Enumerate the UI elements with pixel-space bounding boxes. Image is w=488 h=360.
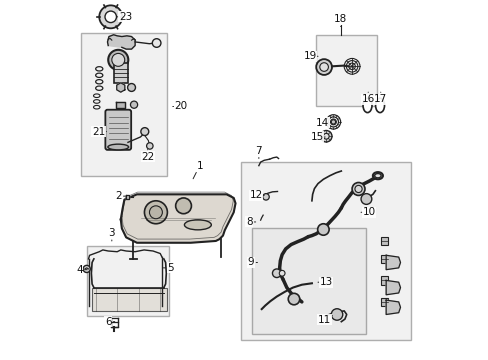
Circle shape bbox=[146, 143, 153, 149]
Bar bbox=[113, 63, 128, 83]
Polygon shape bbox=[386, 280, 400, 295]
Polygon shape bbox=[121, 194, 235, 243]
Text: 18: 18 bbox=[333, 14, 346, 27]
Text: 22: 22 bbox=[141, 149, 154, 162]
Text: 11: 11 bbox=[317, 315, 332, 325]
Ellipse shape bbox=[362, 98, 371, 113]
Ellipse shape bbox=[372, 172, 382, 179]
Polygon shape bbox=[117, 83, 124, 92]
Circle shape bbox=[351, 183, 364, 195]
Text: 6: 6 bbox=[105, 317, 115, 327]
Text: 20: 20 bbox=[172, 102, 187, 112]
Circle shape bbox=[354, 185, 362, 193]
Text: 17: 17 bbox=[373, 92, 386, 104]
Circle shape bbox=[360, 194, 371, 204]
Circle shape bbox=[112, 53, 124, 66]
Circle shape bbox=[141, 128, 148, 135]
Circle shape bbox=[262, 194, 269, 200]
Text: 23: 23 bbox=[117, 12, 132, 22]
Circle shape bbox=[175, 198, 191, 214]
Text: 8: 8 bbox=[245, 217, 255, 227]
Bar bbox=[381, 276, 387, 285]
Bar bbox=[316, 35, 376, 107]
Text: 5: 5 bbox=[163, 263, 174, 273]
Text: 19: 19 bbox=[303, 51, 317, 61]
Circle shape bbox=[127, 84, 135, 91]
Ellipse shape bbox=[375, 98, 384, 113]
Circle shape bbox=[130, 101, 137, 108]
Polygon shape bbox=[386, 255, 400, 270]
Text: 15: 15 bbox=[310, 132, 325, 142]
Bar bbox=[381, 298, 387, 306]
Circle shape bbox=[287, 293, 299, 305]
Text: 13: 13 bbox=[317, 277, 332, 287]
Text: 10: 10 bbox=[360, 207, 375, 217]
Circle shape bbox=[330, 120, 335, 124]
Text: 7: 7 bbox=[255, 145, 262, 158]
Circle shape bbox=[99, 5, 122, 28]
Bar bbox=[241, 162, 410, 339]
Ellipse shape bbox=[184, 220, 211, 230]
Circle shape bbox=[316, 59, 331, 75]
Polygon shape bbox=[107, 35, 135, 49]
Text: 1: 1 bbox=[193, 161, 203, 179]
Polygon shape bbox=[126, 195, 129, 199]
Circle shape bbox=[83, 265, 90, 273]
Circle shape bbox=[323, 134, 328, 139]
Text: 4: 4 bbox=[76, 265, 87, 275]
Circle shape bbox=[272, 269, 281, 278]
Circle shape bbox=[152, 39, 161, 47]
Circle shape bbox=[144, 201, 167, 224]
Circle shape bbox=[108, 50, 128, 70]
Circle shape bbox=[105, 11, 116, 23]
Circle shape bbox=[320, 131, 331, 142]
Circle shape bbox=[279, 270, 285, 276]
Text: 16: 16 bbox=[361, 92, 374, 104]
Text: 9: 9 bbox=[247, 257, 257, 267]
Text: 14: 14 bbox=[315, 118, 330, 128]
Polygon shape bbox=[386, 300, 400, 315]
Ellipse shape bbox=[374, 174, 380, 178]
Bar bbox=[81, 33, 167, 176]
Ellipse shape bbox=[108, 144, 128, 150]
Circle shape bbox=[330, 309, 342, 320]
Polygon shape bbox=[116, 102, 125, 108]
Text: 12: 12 bbox=[249, 190, 264, 201]
Circle shape bbox=[319, 63, 328, 71]
Bar bbox=[251, 228, 366, 334]
Bar bbox=[381, 237, 387, 245]
Bar bbox=[92, 288, 167, 311]
Bar bbox=[86, 246, 169, 316]
Circle shape bbox=[149, 206, 162, 219]
Text: 2: 2 bbox=[115, 191, 126, 201]
Bar bbox=[381, 255, 387, 263]
FancyBboxPatch shape bbox=[105, 110, 131, 150]
Text: 3: 3 bbox=[108, 228, 115, 241]
Circle shape bbox=[317, 224, 328, 235]
Text: 21: 21 bbox=[92, 127, 106, 136]
